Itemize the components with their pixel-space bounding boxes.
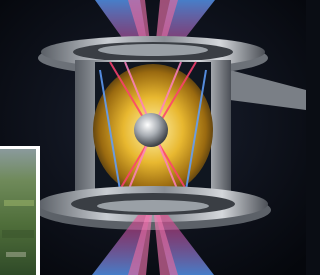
scene: [0, 0, 306, 275]
fuel-sphere: [134, 113, 168, 147]
bottom-ring: [35, 186, 271, 230]
page: [0, 0, 306, 275]
inset-photo: [0, 146, 40, 275]
